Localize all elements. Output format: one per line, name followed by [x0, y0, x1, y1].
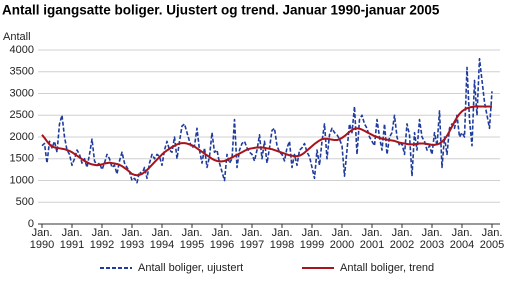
y-tick-label: 1000: [10, 174, 34, 186]
y-tick-label: 500: [16, 196, 34, 208]
y-axis-label: Antall: [3, 31, 31, 43]
legend-label: Antall boliger, ujustert: [138, 262, 243, 274]
x-tick-label: Jan. 1998: [269, 227, 295, 251]
x-tick-label: Jan. 1992: [89, 227, 115, 251]
x-tick-label: Jan. 2004: [449, 227, 475, 251]
series-line: [41, 57, 493, 184]
x-tick-label: Jan. 1996: [209, 227, 235, 251]
chart-title: Antall igangsatte boliger. Ujustert og t…: [2, 3, 440, 18]
y-tick-label: 3500: [10, 66, 34, 78]
x-tick-label: Jan. 1993: [119, 227, 145, 251]
y-tick-label: 2000: [10, 131, 34, 143]
y-tick-label: 4000: [10, 44, 34, 56]
y-tick-label: 1500: [10, 153, 34, 165]
x-tick-label: Jan. 1991: [59, 227, 85, 251]
y-tick-label: 3000: [10, 87, 34, 99]
x-tick-label: Jan. 2005: [479, 227, 505, 251]
y-tick-label: 0: [28, 218, 34, 230]
x-tick-label: Jan. 1997: [239, 227, 265, 251]
series-line: [41, 105, 492, 177]
x-tick-label: Jan. 2002: [389, 227, 415, 251]
x-tick-label: Jan. 1999: [299, 227, 325, 251]
x-tick-label: Jan. 1990: [29, 227, 55, 251]
x-tick-label: Jan. 1995: [179, 227, 205, 251]
legend-label: Antall boliger, trend: [340, 262, 434, 274]
y-tick-label: 2500: [10, 109, 34, 121]
x-tick-label: Jan. 2001: [359, 227, 385, 251]
x-tick-label: Jan. 2000: [329, 227, 355, 251]
x-tick-label: Jan. 2003: [419, 227, 445, 251]
x-tick-label: Jan. 1994: [149, 227, 175, 251]
